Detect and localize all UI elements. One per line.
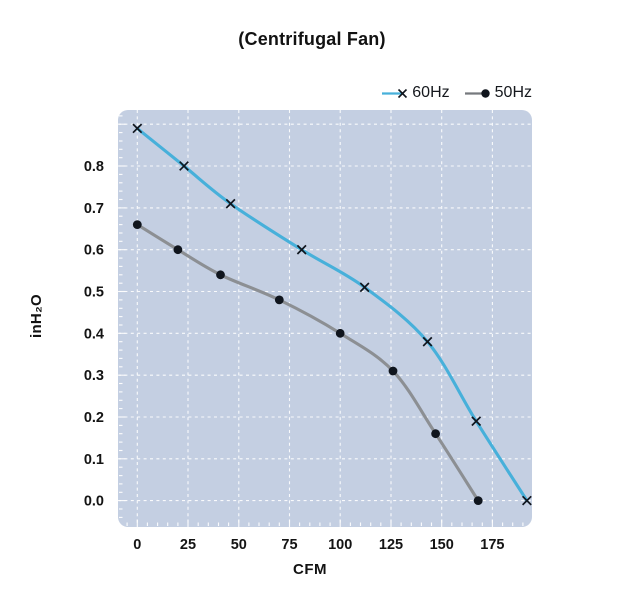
x-tick-label: 125 <box>379 537 403 553</box>
x-marker <box>179 161 189 171</box>
dot-marker <box>388 366 398 376</box>
dot-marker <box>173 245 183 255</box>
x-tick-label: 100 <box>328 537 352 553</box>
y-tick-label: 0.3 <box>84 368 104 384</box>
legend-label: 60Hz <box>412 84 450 101</box>
y-tick-label: 0.8 <box>84 159 104 175</box>
axis-minor-ticks <box>119 115 524 526</box>
y-axis-title: inH₂O <box>28 294 45 338</box>
x-tick-label: 25 <box>180 537 196 553</box>
dot-marker <box>132 220 142 230</box>
legend-dot-marker-icon <box>464 89 490 98</box>
legend-item-60hz: 60Hz <box>381 82 450 104</box>
x-marker <box>521 495 532 506</box>
y-tick-label: 0.1 <box>84 452 104 468</box>
x-marker <box>422 336 433 347</box>
legend-item-50hz: 50Hz <box>464 82 532 104</box>
x-marker <box>296 244 307 255</box>
x-axis-title: CFM <box>293 561 327 578</box>
dot-marker <box>274 295 284 305</box>
plot-panel <box>118 110 532 527</box>
y-tick-label: 0.7 <box>84 201 104 217</box>
series-markers-60hz <box>132 123 532 506</box>
y-tick-label: 0.0 <box>84 494 104 510</box>
y-tick-label: 0.5 <box>84 285 104 301</box>
dot-marker <box>216 270 225 280</box>
x-marker <box>225 198 236 209</box>
y-tick-label: 0.4 <box>84 326 104 342</box>
x-tick-label: 150 <box>430 537 454 553</box>
x-marker <box>132 123 143 134</box>
dot-marker <box>335 328 345 338</box>
chart-legend: 60Hz 50Hz <box>381 82 532 104</box>
legend-label: 50Hz <box>494 84 532 101</box>
x-tick-label: 50 <box>231 537 247 553</box>
dot-marker <box>473 496 483 505</box>
series-markers-50hz <box>132 220 483 505</box>
x-marker <box>471 416 482 427</box>
x-tick-labels: 0 25 50 75 100 125 150 175 <box>133 537 504 553</box>
y-tick-labels: 0.0 0.1 0.2 0.3 0.4 0.5 0.6 0.7 0.8 <box>84 159 104 510</box>
x-tick-label: 175 <box>480 537 504 553</box>
chart-title: (Centrifugal Fan) <box>238 29 386 49</box>
gridlines <box>118 110 532 527</box>
x-tick-label: 0 <box>133 537 141 553</box>
y-tick-label: 0.6 <box>84 243 104 259</box>
legend-x-marker-icon <box>382 88 408 99</box>
x-marker <box>359 282 370 293</box>
x-tick-label: 75 <box>281 537 297 553</box>
y-tick-label: 0.2 <box>84 410 104 426</box>
dot-marker <box>431 429 440 439</box>
